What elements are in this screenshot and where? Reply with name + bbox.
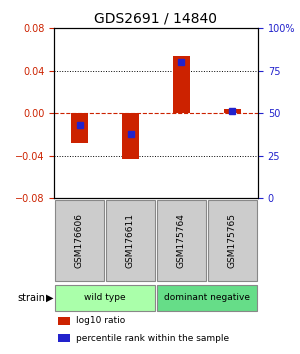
Bar: [224, 109, 242, 113]
Text: GSM176611: GSM176611: [126, 213, 135, 268]
Text: log10 ratio: log10 ratio: [76, 316, 126, 325]
Bar: [70, 113, 88, 143]
Bar: [58, 334, 70, 342]
Bar: [172, 56, 190, 113]
FancyBboxPatch shape: [157, 285, 257, 311]
Text: percentile rank within the sample: percentile rank within the sample: [76, 334, 230, 343]
Text: GSM175765: GSM175765: [228, 213, 237, 268]
FancyBboxPatch shape: [208, 200, 257, 281]
Text: strain: strain: [17, 292, 45, 303]
FancyBboxPatch shape: [106, 200, 155, 281]
Title: GDS2691 / 14840: GDS2691 / 14840: [94, 12, 218, 26]
Text: dominant negative: dominant negative: [164, 293, 250, 302]
Text: GSM175764: GSM175764: [177, 213, 186, 268]
Text: GSM176606: GSM176606: [75, 213, 84, 268]
Bar: [58, 317, 70, 325]
Bar: [122, 113, 140, 159]
FancyBboxPatch shape: [55, 200, 104, 281]
FancyBboxPatch shape: [157, 200, 206, 281]
Text: ▶: ▶: [46, 292, 53, 303]
FancyBboxPatch shape: [55, 285, 155, 311]
Text: wild type: wild type: [84, 293, 126, 302]
